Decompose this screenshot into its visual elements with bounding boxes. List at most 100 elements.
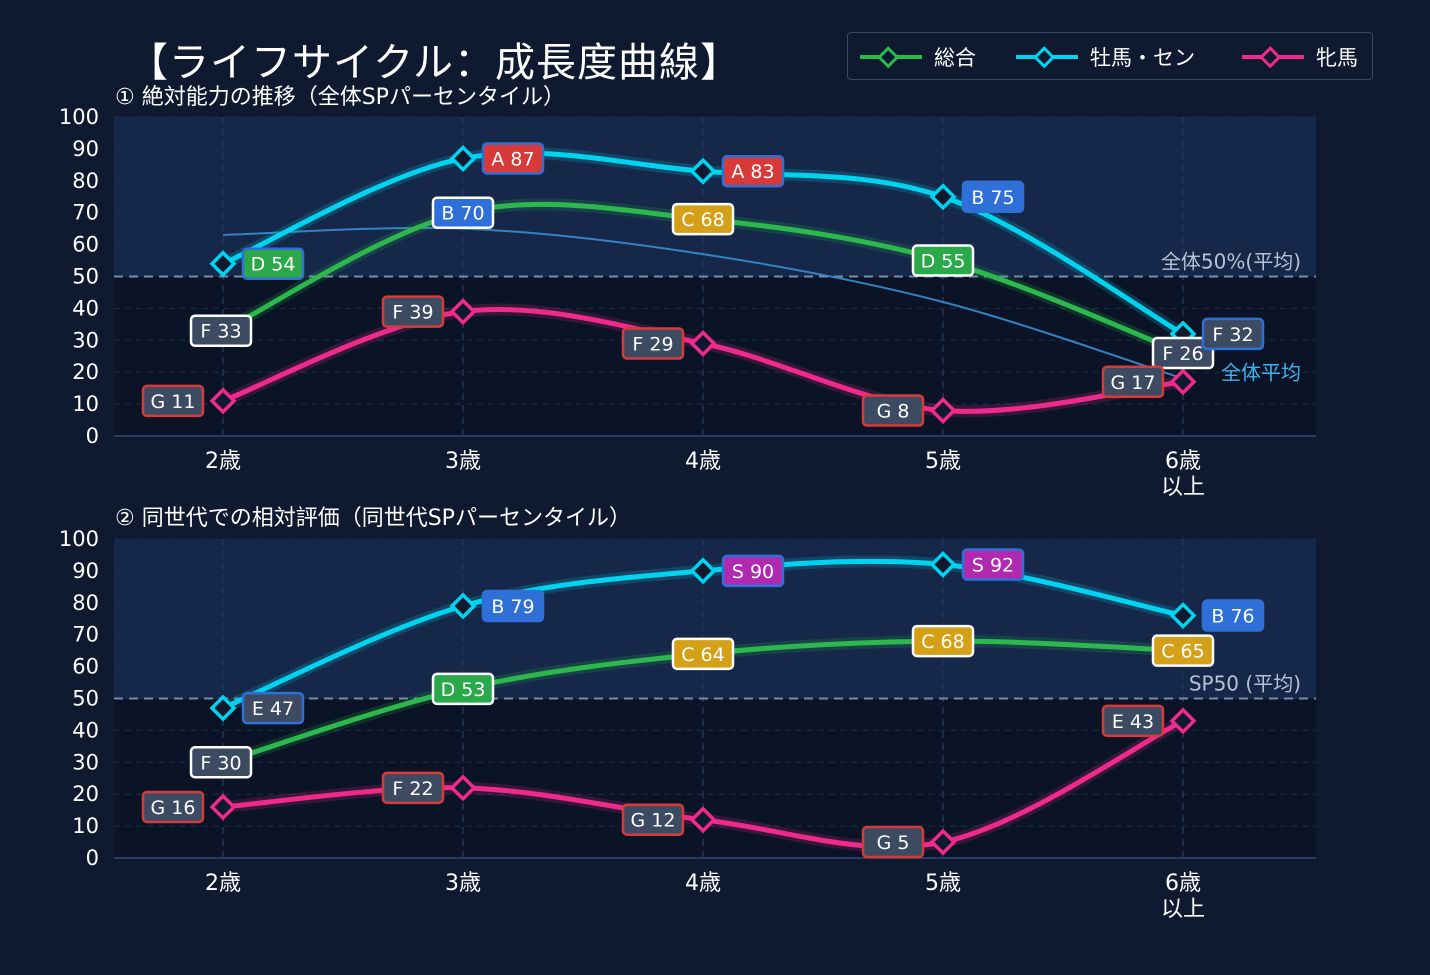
grade-badge-label: S 90 [732, 561, 774, 583]
legend-female-marker-icon [1242, 46, 1304, 69]
y-tick-label: 0 [86, 846, 99, 870]
legend-label-male: 牡馬・セン [1090, 46, 1195, 70]
legend-item-male: 牡馬・セン [1014, 33, 1195, 81]
grade-badge-label: F 26 [1162, 343, 1203, 365]
data-point-female [209, 387, 237, 415]
y-tick-label: 50 [72, 265, 99, 289]
data-point-male [209, 250, 237, 278]
grade-badge-label: E 47 [252, 698, 294, 720]
grade-badge-label: B 76 [1211, 606, 1254, 628]
grade-badge [961, 548, 1025, 581]
y-tick-label: 50 [72, 687, 99, 711]
x-tick-label: 3歳 [445, 449, 481, 474]
grade-badge-label: D 55 [921, 251, 966, 273]
y-tick-label: 10 [72, 392, 99, 416]
x-tick-label: 3歳 [445, 871, 481, 896]
data-point-male [929, 183, 957, 211]
panel-title-relative: ② 同世代での相対評価（同世代SPパーセンタイル） [115, 506, 631, 531]
legend-item-female: 牝馬 [1240, 33, 1358, 81]
data-point-female [449, 298, 477, 326]
grade-badge-label: F 22 [392, 778, 433, 800]
y-tick-label: 40 [72, 718, 99, 742]
grade-badge [431, 672, 495, 706]
y-tick-label: 90 [72, 137, 99, 161]
grade-badge-label: D 53 [441, 679, 486, 701]
y-tick-label: 60 [72, 233, 99, 257]
grade-badge [241, 247, 305, 280]
grade-badge [1151, 336, 1215, 370]
x-tick-label: 2歳 [205, 449, 241, 474]
grade-badge [1201, 317, 1265, 351]
above-average-band [114, 117, 1316, 277]
grade-badge [381, 771, 445, 805]
grade-badge [189, 746, 253, 779]
grade-badge-label: B 75 [971, 187, 1014, 209]
legend-overall-marker-icon [860, 46, 922, 69]
grade-badge [141, 384, 205, 418]
x-tick-label: 4歳 [685, 871, 721, 896]
grade-badge [1201, 599, 1265, 632]
legend-male-marker-icon [1016, 46, 1078, 69]
data-point-female [1169, 707, 1197, 735]
x-tick-label: 5歳 [925, 449, 961, 474]
x-tick-label: 以上 [1161, 475, 1205, 500]
grade-badge [431, 196, 495, 229]
y-tick-label: 100 [59, 527, 99, 551]
grade-badge-label: E 43 [1112, 711, 1154, 733]
grade-badge-label: S 92 [972, 555, 1014, 577]
y-tick-label: 10 [72, 814, 99, 838]
grade-badge-label: A 83 [731, 161, 774, 183]
grade-badge-label: G 12 [631, 810, 676, 832]
data-point-male [449, 144, 477, 172]
grade-badge-label: F 30 [200, 752, 241, 774]
y-tick-label: 80 [72, 591, 99, 615]
grade-badge [961, 180, 1025, 213]
panel-title-absolute: ① 絶対能力の推移（全体SPパーセンタイル） [115, 85, 565, 110]
grade-badge-label: C 68 [921, 631, 964, 653]
grade-badge [621, 327, 685, 360]
grade-badge-label: C 64 [681, 644, 724, 666]
grade-badge-label: A 87 [491, 148, 534, 170]
x-tick-label: 2歳 [205, 871, 241, 896]
grade-badge [911, 244, 975, 277]
grade-badge [671, 202, 735, 236]
grade-badge [671, 637, 735, 671]
data-point-female [689, 330, 717, 357]
y-tick-label: 30 [72, 750, 99, 774]
y-tick-label: 30 [72, 328, 99, 352]
legend: 総合 牡馬・セン 牝馬 [847, 32, 1373, 80]
grade-badge [861, 825, 925, 859]
grade-badge-label: G 16 [151, 797, 196, 819]
reference-line-label: 全体50%(平均) [1161, 250, 1301, 274]
grade-badge-label: D 54 [251, 254, 296, 276]
y-tick-label: 100 [59, 105, 99, 129]
y-tick-label: 70 [72, 623, 99, 647]
grade-badge [189, 314, 253, 347]
grade-badge [381, 295, 445, 328]
y-tick-label: 90 [72, 559, 99, 583]
data-point-male [209, 694, 237, 722]
chart-panel-1: 0 10 20 30 40 50 60 70 80 90 100 全体50%(平均) 2歳 3歳 4歳 5歳 6… [59, 105, 1316, 500]
grade-badge [911, 624, 975, 658]
legend-item-overall: 総合 [858, 33, 976, 81]
above-average-band [114, 539, 1316, 699]
x-tick-label: 以上 [1161, 897, 1205, 922]
grade-badge-label: B 70 [441, 203, 484, 225]
y-tick-label: 20 [72, 360, 99, 384]
grade-badge-label: G 8 [877, 400, 910, 422]
grade-badge-label: B 79 [491, 596, 534, 618]
grade-badge [721, 154, 785, 188]
data-point-male [929, 551, 957, 578]
grade-badge [241, 691, 305, 725]
grade-badge [1151, 634, 1215, 667]
grade-badge-label: G 11 [151, 391, 196, 413]
y-tick-label: 0 [86, 424, 99, 448]
x-tick-label: 6歳 [1165, 449, 1201, 474]
grade-badge-label: F 33 [200, 321, 241, 343]
grade-badge-label: C 68 [681, 209, 724, 231]
reference-line-label: SP50 (平均) [1189, 672, 1301, 696]
data-point-female [209, 793, 237, 821]
grade-badge [1101, 365, 1165, 399]
grade-badge-label: C 65 [1161, 641, 1204, 663]
